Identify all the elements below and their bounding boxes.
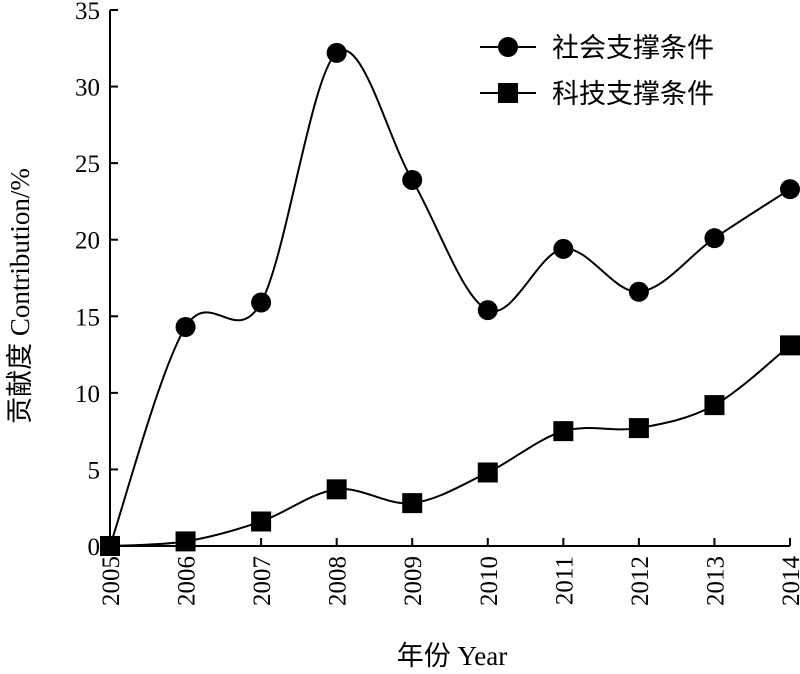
circle-point	[175, 317, 196, 338]
x-tick-label: 2011	[551, 556, 578, 605]
circle-point	[402, 169, 423, 190]
x-tick-label: 2009	[400, 556, 427, 606]
y-tick-label: 10	[75, 381, 100, 408]
series-layer	[100, 42, 800, 556]
square-point	[553, 421, 574, 442]
legend-marker	[498, 37, 518, 57]
legend-item-2: 科技支撑条件	[480, 79, 714, 109]
x-tick-label: 2014	[778, 556, 800, 607]
x-tick-label: 2008	[325, 556, 352, 606]
square-point	[251, 511, 272, 532]
circle-point	[477, 300, 498, 321]
y-tick-label: 5	[88, 457, 101, 484]
square-point	[402, 493, 423, 514]
square-point	[628, 418, 649, 439]
x-tick-label: 2010	[476, 556, 503, 606]
square-point	[326, 479, 347, 500]
circle-point	[628, 281, 649, 302]
y-tick-label: 15	[75, 304, 100, 331]
axes: 0 5 10 15 20 25 30 35 2005 2006 2007 2008 2009 2010 20…	[75, 0, 800, 606]
square-point	[100, 536, 120, 556]
legend-marker	[498, 83, 518, 103]
x-tick-label: 2006	[174, 556, 201, 606]
y-axis-title: 贡献度 Contribution/%	[5, 168, 35, 424]
legend-label: 社会支撑条件	[552, 33, 714, 63]
x-tick-label: 2007	[249, 556, 276, 606]
series-line	[109, 49, 791, 547]
y-tick-label: 35	[75, 0, 100, 25]
y-tick-label: 0	[88, 534, 101, 561]
square-point	[704, 395, 725, 416]
series-1	[100, 42, 800, 556]
circle-point	[251, 292, 272, 313]
square-point	[780, 335, 800, 356]
legend-label: 科技支撑条件	[552, 79, 714, 109]
circle-point	[704, 228, 725, 249]
y-tick-label: 25	[75, 151, 100, 178]
x-tick-label: 2012	[627, 556, 654, 606]
x-axis-title: 年份 Year	[397, 641, 508, 671]
series-2	[100, 335, 800, 556]
legend-item-1: 社会支撑条件	[480, 33, 714, 63]
y-tick-label: 30	[75, 75, 100, 102]
x-tick-label: 2013	[702, 556, 729, 606]
x-tick-label: 2005	[98, 556, 125, 606]
square-point	[175, 531, 196, 552]
circle-point	[780, 179, 800, 200]
series-line	[109, 344, 791, 547]
square-point	[477, 462, 498, 483]
y-tick-label: 20	[75, 228, 100, 255]
circle-point	[553, 238, 574, 259]
circle-point	[326, 42, 347, 63]
